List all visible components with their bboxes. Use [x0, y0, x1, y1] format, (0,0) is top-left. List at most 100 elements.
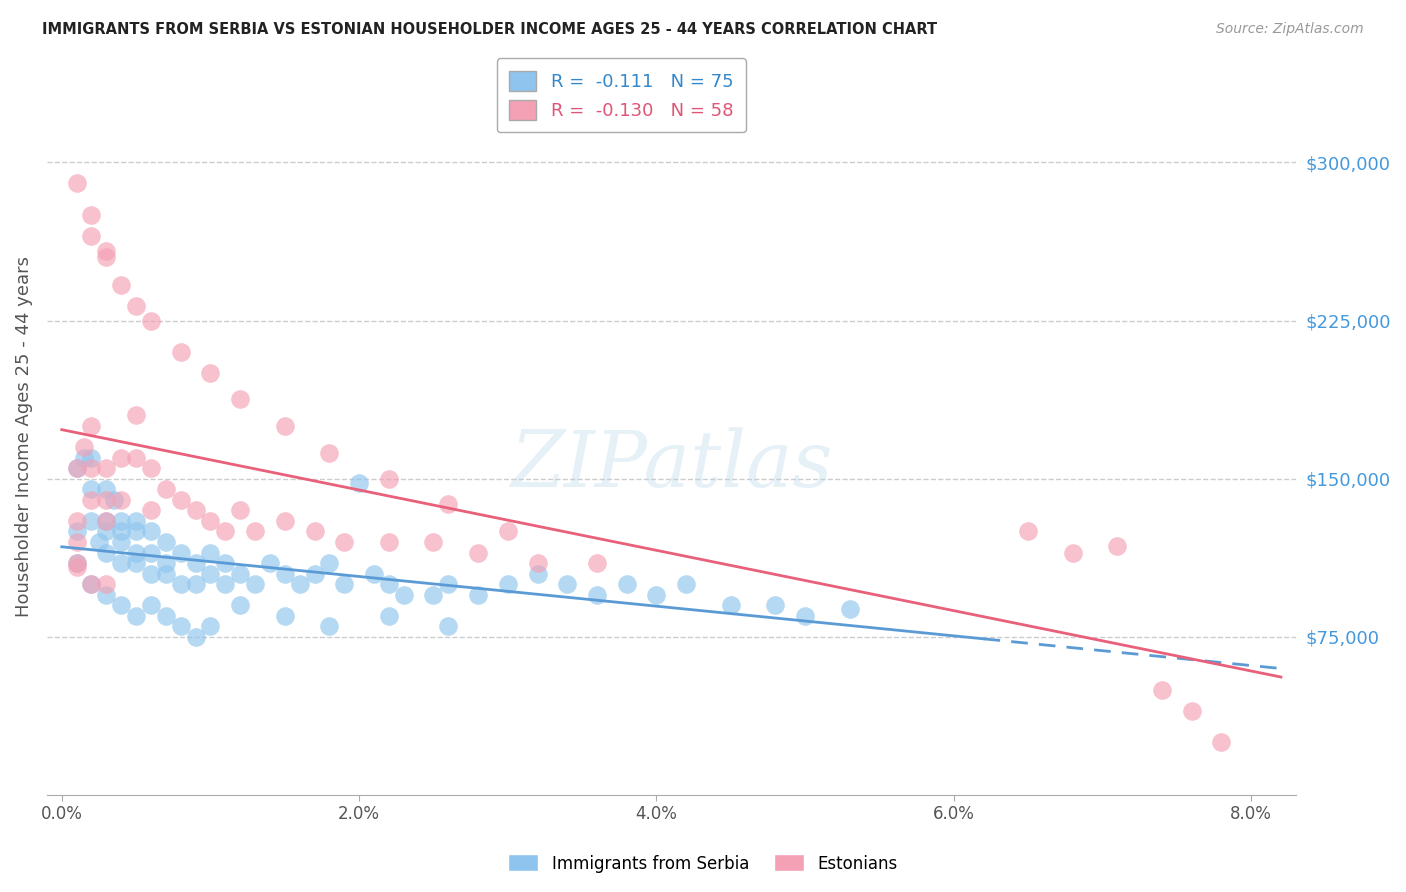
- Point: [229, 566, 252, 581]
- Point: [65, 177, 87, 191]
- Point: [526, 566, 548, 581]
- Point: [139, 461, 162, 475]
- Text: ZIPatlas: ZIPatlas: [510, 427, 832, 503]
- Point: [80, 514, 103, 528]
- Point: [675, 577, 697, 591]
- Point: [555, 577, 578, 591]
- Point: [96, 545, 118, 559]
- Point: [496, 524, 519, 539]
- Point: [125, 608, 148, 623]
- Point: [170, 345, 193, 359]
- Point: [1150, 682, 1173, 697]
- Point: [214, 577, 236, 591]
- Point: [125, 524, 148, 539]
- Legend: Immigrants from Serbia, Estonians: Immigrants from Serbia, Estonians: [502, 847, 904, 880]
- Point: [1017, 524, 1039, 539]
- Point: [274, 419, 297, 434]
- Point: [304, 566, 326, 581]
- Point: [200, 545, 222, 559]
- Point: [378, 608, 401, 623]
- Point: [110, 514, 132, 528]
- Point: [65, 524, 87, 539]
- Point: [200, 619, 222, 633]
- Point: [65, 556, 87, 570]
- Point: [80, 492, 103, 507]
- Point: [96, 524, 118, 539]
- Point: [1107, 539, 1129, 553]
- Point: [200, 514, 222, 528]
- Point: [155, 483, 177, 497]
- Point: [80, 577, 103, 591]
- Point: [467, 545, 489, 559]
- Point: [96, 244, 118, 258]
- Point: [378, 535, 401, 549]
- Point: [155, 608, 177, 623]
- Point: [378, 472, 401, 486]
- Point: [110, 556, 132, 570]
- Text: Source: ZipAtlas.com: Source: ZipAtlas.com: [1216, 22, 1364, 37]
- Point: [200, 566, 222, 581]
- Point: [110, 450, 132, 465]
- Point: [274, 514, 297, 528]
- Point: [274, 566, 297, 581]
- Point: [1062, 545, 1084, 559]
- Point: [645, 588, 668, 602]
- Point: [65, 461, 87, 475]
- Point: [422, 535, 444, 549]
- Point: [496, 577, 519, 591]
- Point: [184, 556, 207, 570]
- Point: [288, 577, 311, 591]
- Point: [184, 577, 207, 591]
- Point: [96, 588, 118, 602]
- Point: [1181, 704, 1204, 718]
- Point: [333, 577, 356, 591]
- Point: [110, 277, 132, 292]
- Point: [586, 556, 609, 570]
- Point: [229, 503, 252, 517]
- Point: [1211, 735, 1233, 749]
- Point: [720, 599, 742, 613]
- Point: [184, 503, 207, 517]
- Point: [200, 366, 222, 380]
- Point: [139, 566, 162, 581]
- Point: [304, 524, 326, 539]
- Point: [96, 514, 118, 528]
- Y-axis label: Householder Income Ages 25 - 44 years: Householder Income Ages 25 - 44 years: [15, 256, 32, 617]
- Point: [155, 566, 177, 581]
- Point: [243, 524, 266, 539]
- Point: [392, 588, 415, 602]
- Point: [170, 577, 193, 591]
- Point: [125, 545, 148, 559]
- Point: [184, 630, 207, 644]
- Point: [73, 440, 96, 454]
- Point: [333, 535, 356, 549]
- Point: [139, 503, 162, 517]
- Point: [80, 450, 103, 465]
- Point: [139, 545, 162, 559]
- Point: [65, 535, 87, 549]
- Point: [96, 483, 118, 497]
- Point: [80, 208, 103, 222]
- Point: [155, 556, 177, 570]
- Point: [125, 299, 148, 313]
- Point: [763, 599, 786, 613]
- Point: [318, 619, 340, 633]
- Point: [80, 461, 103, 475]
- Point: [229, 599, 252, 613]
- Point: [96, 492, 118, 507]
- Point: [110, 599, 132, 613]
- Point: [318, 556, 340, 570]
- Point: [96, 250, 118, 264]
- Point: [437, 497, 460, 511]
- Point: [243, 577, 266, 591]
- Point: [139, 524, 162, 539]
- Point: [229, 392, 252, 406]
- Point: [65, 461, 87, 475]
- Point: [170, 619, 193, 633]
- Text: IMMIGRANTS FROM SERBIA VS ESTONIAN HOUSEHOLDER INCOME AGES 25 - 44 YEARS CORRELA: IMMIGRANTS FROM SERBIA VS ESTONIAN HOUSE…: [42, 22, 938, 37]
- Point: [96, 577, 118, 591]
- Point: [110, 524, 132, 539]
- Point: [139, 313, 162, 327]
- Point: [73, 450, 96, 465]
- Point: [65, 560, 87, 574]
